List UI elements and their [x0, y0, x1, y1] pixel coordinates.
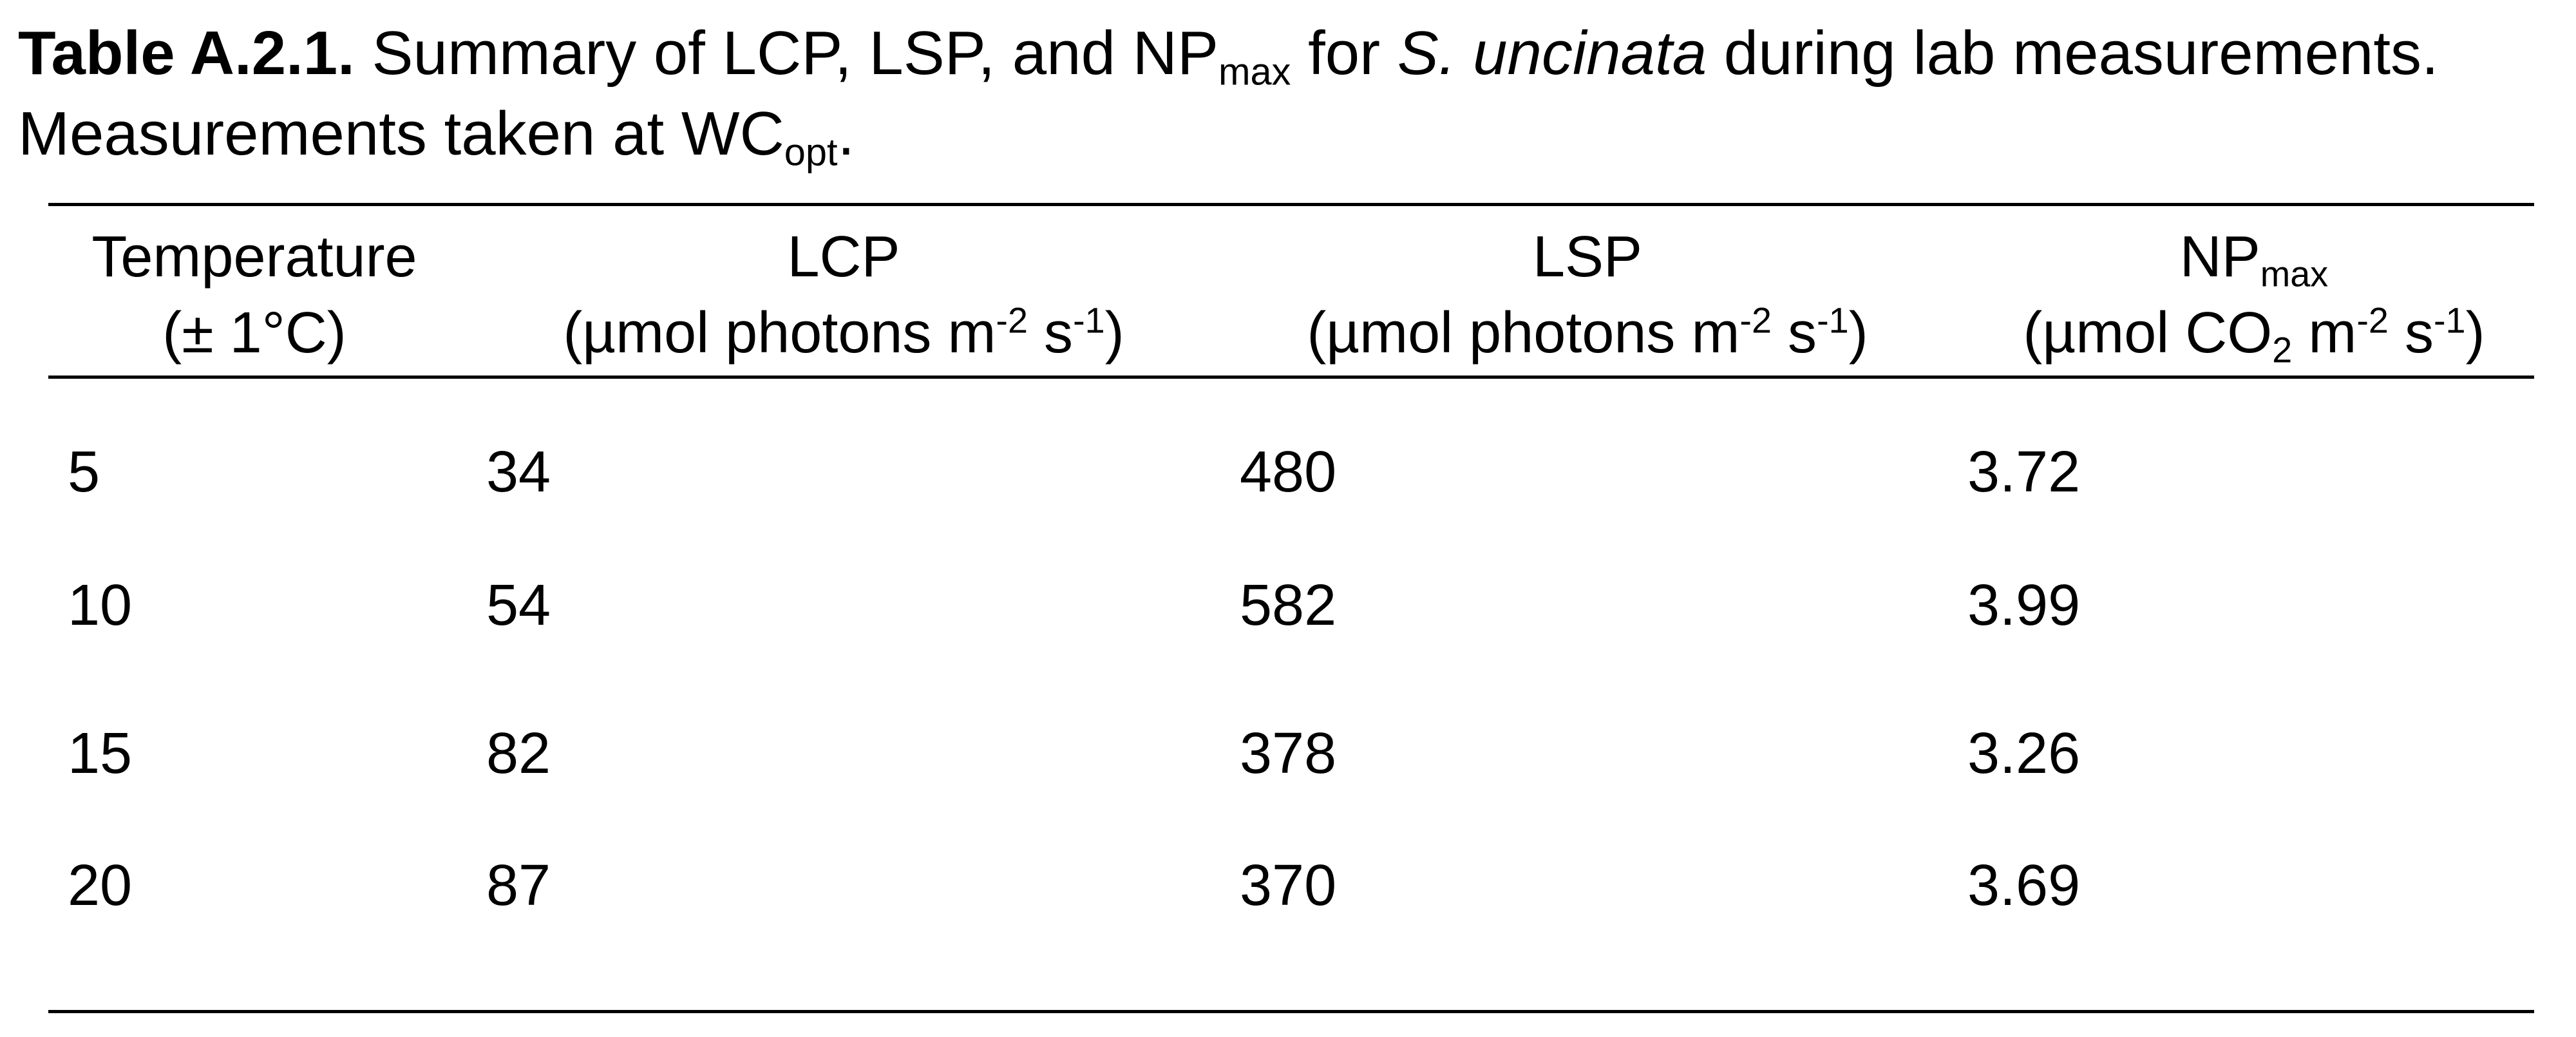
cell-lcp: 87 — [486, 853, 551, 918]
header-unit: (µmol photons m-2 s-1) — [522, 295, 1166, 371]
header-npmax: NPmax (µmol CO2 m-2 s-1) — [1984, 219, 2524, 371]
cell-lsp: 378 — [1240, 721, 1337, 786]
cell-lcp: 82 — [486, 721, 551, 786]
cell-lcp: 54 — [486, 573, 551, 638]
caption-line-2: Measurements taken at WCopt. — [18, 93, 2562, 174]
species-name: S. uncinata — [1397, 19, 1707, 88]
table-label: Table A.2.1. — [18, 19, 355, 88]
unit-superscript: -2 — [2356, 300, 2389, 341]
unit-text: (µmol photons m — [563, 301, 996, 365]
unit-text: ) — [1848, 301, 1868, 365]
unit-text: m — [2292, 301, 2357, 365]
unit-superscript: -1 — [1817, 300, 1849, 341]
table-header-rule — [48, 376, 2534, 379]
unit-superscript: -1 — [1073, 300, 1105, 341]
caption-line-1: Table A.2.1. Summary of LCP, LSP, and NP… — [18, 13, 2562, 93]
table-bottom-rule — [48, 1010, 2534, 1013]
table-caption: Table A.2.1. Summary of LCP, LSP, and NP… — [18, 13, 2562, 174]
header-lsp: LSP (µmol photons m-2 s-1) — [1265, 219, 1909, 371]
unit-text: (µmol CO — [2023, 301, 2273, 365]
cell-temperature: 15 — [68, 721, 133, 786]
unit-text: ) — [1104, 301, 1124, 365]
caption-text: during lab measurements. — [1707, 19, 2439, 88]
caption-text: Summary of LCP, LSP, and NP — [354, 19, 1218, 88]
header-label: Temperature — [91, 225, 417, 289]
cell-npmax: 3.99 — [1967, 573, 2081, 638]
caption-text: Measurements taken at WC — [18, 99, 784, 168]
table-top-rule — [48, 203, 2534, 206]
cell-temperature: 20 — [68, 853, 133, 918]
caption-subscript: opt — [784, 130, 838, 174]
caption-subscript: max — [1218, 50, 1291, 93]
cell-temperature: 5 — [68, 440, 100, 504]
header-temperature: Temperature (± 1°C) — [61, 219, 448, 371]
unit-text: s — [1028, 301, 1074, 365]
header-text: NP — [2179, 225, 2260, 289]
header-label: LSP — [1532, 225, 1643, 289]
cell-lsp: 480 — [1240, 440, 1337, 504]
unit-text: (µmol photons m — [1307, 301, 1740, 365]
header-label: LCP — [787, 225, 900, 289]
cell-lsp: 582 — [1240, 573, 1337, 638]
cell-temperature: 10 — [68, 573, 133, 638]
unit-superscript: -2 — [996, 300, 1028, 341]
unit-superscript: -2 — [1739, 300, 1772, 341]
header-unit: (µmol photons m-2 s-1) — [1265, 295, 1909, 371]
header-lcp: LCP (µmol photons m-2 s-1) — [522, 219, 1166, 371]
cell-lsp: 370 — [1240, 853, 1337, 918]
cell-npmax: 3.69 — [1967, 853, 2081, 918]
unit-subscript: 2 — [2272, 329, 2293, 370]
caption-text: for — [1291, 19, 1397, 88]
unit-text: ) — [2465, 301, 2485, 365]
header-unit: (± 1°C) — [162, 301, 346, 365]
header-unit: (µmol CO2 m-2 s-1) — [1984, 295, 2524, 371]
header-label: NPmax — [1984, 219, 2524, 295]
unit-superscript: -1 — [2433, 300, 2466, 341]
header-subscript: max — [2260, 253, 2329, 294]
cell-lcp: 34 — [486, 440, 551, 504]
unit-text: s — [1772, 301, 1817, 365]
caption-text: . — [837, 99, 855, 168]
cell-npmax: 3.72 — [1967, 440, 2081, 504]
cell-npmax: 3.26 — [1967, 721, 2081, 786]
unit-text: s — [2388, 301, 2434, 365]
